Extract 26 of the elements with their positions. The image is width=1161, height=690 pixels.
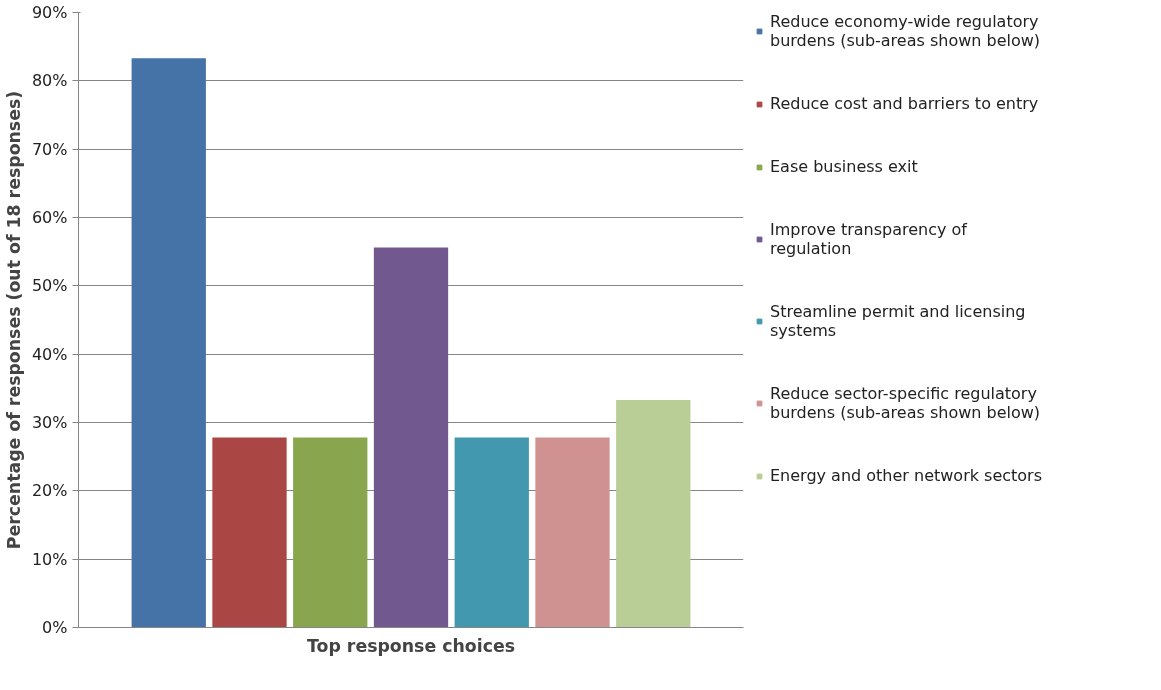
legend-label: Reduce cost and barriers to entry — [770, 94, 1039, 113]
legend-label: Streamline permit and licensing systems — [770, 302, 1026, 340]
legend-label: Improve transparency of regulation — [770, 220, 967, 258]
y-tick-label: 50% — [31, 276, 68, 296]
bar — [616, 399, 691, 628]
bar — [454, 437, 529, 628]
y-tick-label: 30% — [31, 413, 68, 432]
y-tick-label: 40% — [31, 344, 68, 364]
y-tick-label: 10% — [31, 549, 68, 569]
legend-label: Reduce sector-specific regulatory burdens (sub-areas shown below) — [770, 384, 1041, 422]
bar — [131, 58, 206, 628]
y-tick-label: 0% — [42, 618, 68, 637]
bar — [293, 437, 368, 628]
legend-label: Reduce economy-wide regulatory burdens (sub-areas shown below) — [770, 12, 1041, 50]
y-tick-label: 70% — [31, 139, 68, 159]
legend-label: Energy and other network sectors — [770, 466, 1043, 485]
bar — [212, 437, 287, 628]
x-axis-title: Top response choices — [307, 635, 516, 656]
bar — [373, 247, 449, 628]
legend-label: Ease business exit — [770, 157, 918, 176]
y-tick-label: 80% — [31, 71, 68, 91]
y-tick-label: 20% — [31, 481, 68, 501]
y-tick-label: 90% — [31, 3, 68, 22]
bar — [535, 437, 610, 628]
y-axis-title: Percentage of responses (out of 18 responses) — [3, 90, 24, 550]
y-tick-label: 60% — [31, 208, 68, 227]
